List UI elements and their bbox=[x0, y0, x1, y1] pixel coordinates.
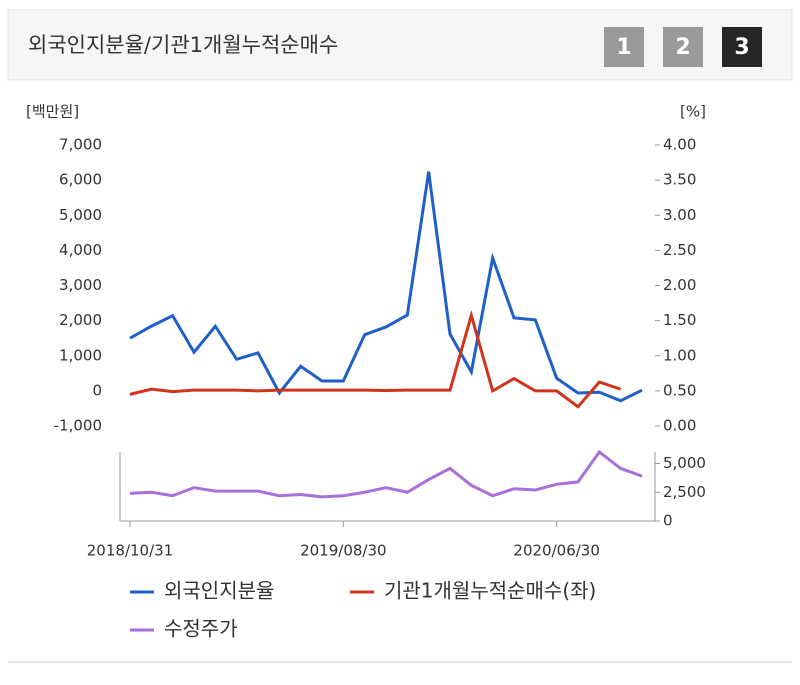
legend-label: 기관1개월누적순매수(좌) bbox=[384, 579, 596, 603]
y2-tick-label: 0.00 bbox=[663, 417, 696, 435]
x-tick-label: 2020/06/30 bbox=[513, 542, 599, 560]
x-tick-label: 2018/10/31 bbox=[87, 542, 173, 560]
y-tick-label: 2,000 bbox=[59, 311, 102, 329]
y-tick-label: -1,000 bbox=[54, 417, 102, 435]
tab-label[interactable]: 1 bbox=[616, 35, 631, 60]
y-tick-label: 6,000 bbox=[59, 171, 102, 189]
y-tick-label: 0 bbox=[92, 381, 102, 399]
y2-tick-label: 2.50 bbox=[663, 241, 696, 259]
legend-label: 외국인지분율 bbox=[164, 579, 274, 603]
y2-tick-label: 1.00 bbox=[663, 346, 696, 364]
y2-tick-label: 3.00 bbox=[663, 206, 696, 224]
y2-tick-label: 2.00 bbox=[663, 276, 696, 294]
y2-tick-label: 2,500 bbox=[663, 483, 706, 501]
y2-tick-label: 0.50 bbox=[663, 381, 696, 399]
y2-tick-label: 4.00 bbox=[663, 136, 696, 154]
data-line bbox=[129, 309, 622, 409]
tab-button[interactable] bbox=[722, 27, 762, 67]
tab-button[interactable] bbox=[604, 27, 644, 67]
y-tick-label: 1,000 bbox=[59, 346, 102, 364]
data-line bbox=[129, 449, 643, 499]
legend-label: 수정주가 bbox=[164, 617, 238, 641]
y2-tick-label: 3.50 bbox=[663, 171, 696, 189]
x-tick-label: 2019/08/30 bbox=[300, 542, 386, 560]
tab-label[interactable]: 2 bbox=[675, 35, 690, 60]
y-tick-label: 7,000 bbox=[59, 136, 102, 154]
header-bar bbox=[7, 9, 793, 81]
y2-tick-label: 1.50 bbox=[663, 311, 696, 329]
header-title: 외국인지분율/기관1개월누적순매수 bbox=[28, 33, 338, 57]
y2-tick-label: 0 bbox=[663, 512, 673, 530]
y-axis-label: [백만원] bbox=[26, 103, 79, 121]
y2-tick-label: 5,000 bbox=[663, 454, 706, 472]
y2-axis-label: [%] bbox=[680, 103, 706, 121]
y-tick-label: 4,000 bbox=[59, 241, 102, 259]
tab-button[interactable] bbox=[663, 27, 703, 67]
y-tick-label: 3,000 bbox=[59, 276, 102, 294]
data-line bbox=[129, 171, 643, 403]
y-tick-label: 5,000 bbox=[59, 206, 102, 224]
tab-label[interactable]: 3 bbox=[734, 35, 749, 60]
